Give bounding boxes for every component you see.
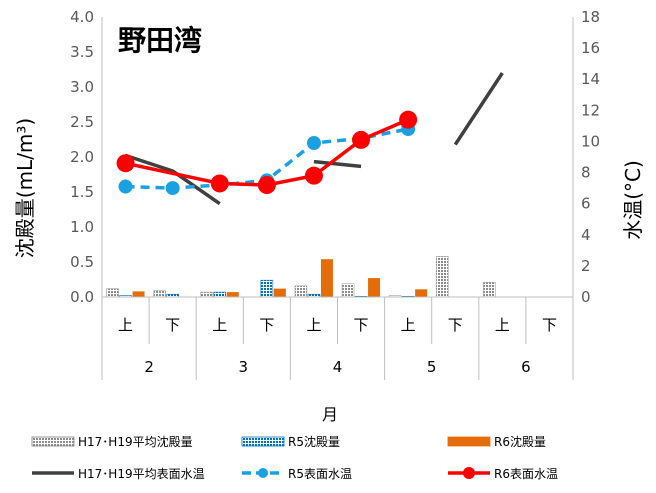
bar	[435, 256, 449, 298]
x-category-label: 下	[542, 316, 557, 334]
r6-water-temp-point	[304, 166, 323, 185]
y2-tick-label: 6	[581, 195, 591, 213]
x-month-label: 6	[521, 358, 531, 376]
r6-water-temp-point	[399, 110, 418, 129]
x-category-label: 下	[354, 316, 369, 334]
legend-label: H17･H19平均表面水温	[78, 467, 205, 481]
r5-water-temp-point	[165, 181, 180, 196]
r6-water-temp-point	[352, 130, 371, 149]
y-tick-label: 2.0	[70, 148, 94, 166]
y-tick-label: 1.0	[70, 218, 94, 236]
bar	[226, 292, 239, 297]
legend-label: R5沈殿量	[288, 434, 340, 449]
x-month-label: 2	[144, 358, 154, 376]
x-category-label: 上	[401, 316, 416, 334]
r6-water-temp-point	[257, 176, 276, 194]
x-month-label: 4	[333, 358, 343, 376]
bar-series-group	[106, 256, 496, 298]
x-category-label: 下	[448, 316, 463, 334]
legend-label: R6沈殿量	[494, 434, 546, 449]
x-month-label: 3	[239, 358, 249, 376]
r5-water-temp-point	[118, 179, 133, 194]
axes-group: 0.0 0.5 1.0 1.5 2.0 2.5 3.0 3.5 4.0 0 2 4 6 8 10 12 14 16…	[70, 8, 600, 380]
bar	[200, 291, 214, 298]
bar	[483, 281, 496, 298]
y-tick-label: 3.5	[70, 43, 94, 61]
line-avg-water-temp	[453, 72, 504, 146]
legend-label: R5表面水温	[288, 467, 352, 481]
bar	[294, 285, 308, 298]
y2-tick-label: 12	[581, 101, 600, 119]
legend-marker	[463, 467, 475, 479]
y-tick-label: 2.5	[70, 113, 94, 131]
x-category-label: 上	[118, 316, 133, 334]
y-axis-title: 沈殿量(mL/m³)	[13, 118, 37, 258]
y-tick-label: 0.0	[70, 288, 94, 306]
chart-title: 野田湾	[118, 24, 202, 57]
bar	[368, 278, 381, 297]
x-month-label: 5	[427, 358, 437, 376]
bar	[341, 283, 355, 298]
x-category-label: 上	[212, 316, 227, 334]
bar	[153, 290, 166, 298]
y2-tick-label: 0	[581, 288, 591, 306]
legend-swatch	[241, 436, 285, 447]
y2-tick-label: 4	[581, 226, 591, 244]
y2-tick-label: 10	[581, 132, 600, 150]
legend-marker	[258, 468, 268, 478]
y-tick-label: 3.0	[70, 78, 94, 96]
y2-tick-label: 2	[581, 257, 591, 275]
r6-water-temp-point	[116, 154, 135, 173]
bar	[273, 288, 286, 297]
legend-swatch	[447, 436, 491, 447]
y2-tick-label: 14	[581, 70, 600, 88]
legend-swatch	[31, 436, 75, 447]
y2-tick-label: 18	[581, 8, 600, 26]
x-axis-title: 月	[322, 405, 338, 424]
bar	[106, 288, 119, 298]
y-tick-label: 1.5	[70, 183, 94, 201]
y2-tick-label: 16	[581, 39, 600, 57]
legend-label: H17･H19平均沈殿量	[78, 434, 193, 449]
r5-water-temp-point	[306, 136, 321, 150]
bar	[320, 259, 333, 297]
bar	[213, 291, 227, 298]
line-avg-water-temp	[313, 159, 362, 169]
line-avg-water-temp	[125, 153, 221, 206]
x-category-label: 下	[259, 316, 274, 334]
legend: H17･H19平均沈殿量 R5沈殿量 R6沈殿量 H17･H19平均表面水温 R5表面水…	[31, 434, 558, 481]
y-tick-label: 4.0	[70, 8, 94, 26]
r6-water-temp-point	[210, 174, 229, 193]
legend-label: R6表面水温	[494, 467, 558, 481]
y-tick-label: 0.5	[70, 253, 94, 271]
line-series-group	[116, 72, 504, 206]
bar	[415, 289, 428, 297]
x-category-label: 上	[306, 316, 321, 334]
y2-tick-label: 8	[581, 164, 591, 182]
x-category-label: 上	[495, 316, 510, 334]
x-category-label: 下	[165, 316, 180, 334]
y2-axis-title: 水温(°C)	[621, 160, 645, 240]
bar	[260, 279, 274, 298]
bar	[132, 291, 145, 297]
